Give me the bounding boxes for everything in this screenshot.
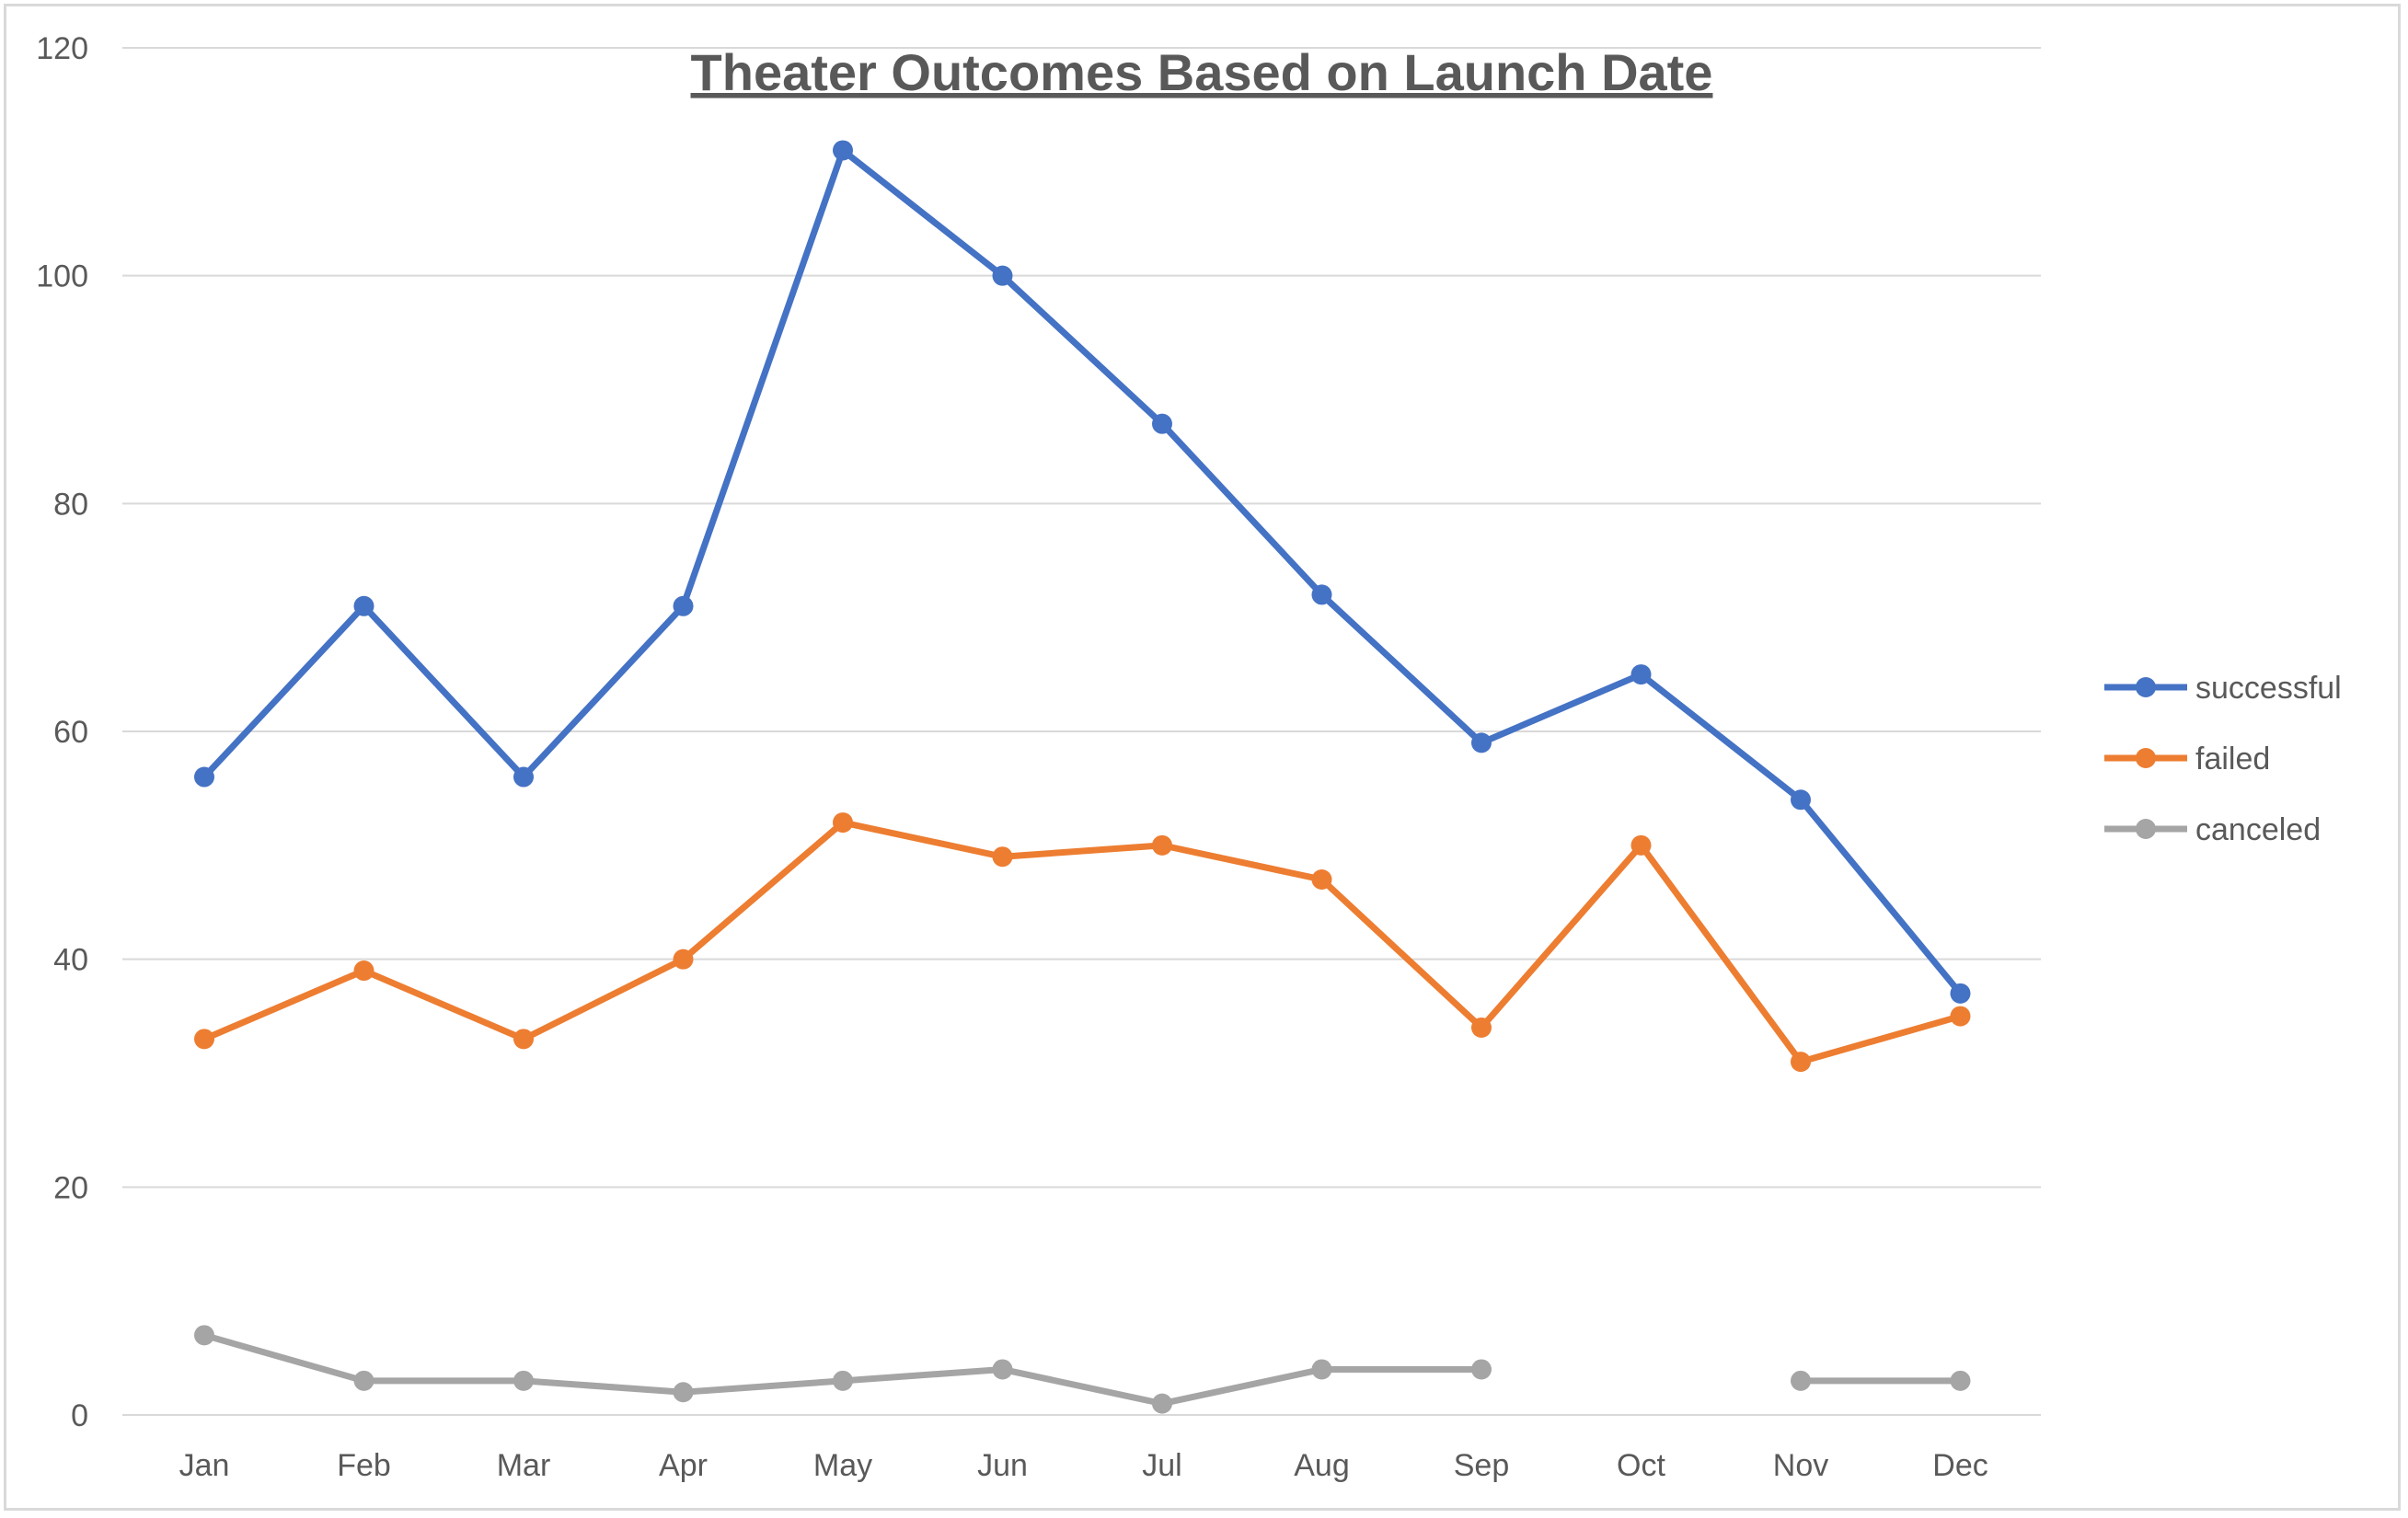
x-tick-label: Jun bbox=[977, 1448, 1028, 1483]
x-tick-label: Nov bbox=[1773, 1448, 1828, 1483]
data-point-successful-dec bbox=[1950, 983, 1971, 1004]
data-point-canceled-sep bbox=[1471, 1359, 1492, 1380]
data-point-canceled-apr bbox=[673, 1382, 694, 1403]
data-point-successful-may bbox=[833, 140, 853, 161]
x-axis-ticks: Jan Feb Mar Apr May Jun Jul Aug Sep Oct Nov Dec bbox=[179, 1448, 1988, 1483]
chart-frame bbox=[4, 4, 2401, 1511]
data-point-canceled-jun bbox=[992, 1359, 1013, 1380]
data-point-canceled-feb bbox=[353, 1370, 374, 1391]
data-point-failed-apr bbox=[673, 949, 694, 970]
series-successful bbox=[194, 140, 1971, 1004]
data-point-failed-mar bbox=[513, 1029, 534, 1050]
y-tick-label: 20 bbox=[53, 1170, 88, 1205]
y-tick-label: 60 bbox=[53, 715, 88, 750]
x-tick-label: Dec bbox=[1932, 1448, 1987, 1483]
x-tick-label: Mar bbox=[497, 1448, 551, 1483]
data-point-successful-aug bbox=[1311, 584, 1332, 605]
data-point-successful-jun bbox=[992, 265, 1013, 286]
legend-item-canceled: canceled bbox=[2104, 812, 2321, 847]
x-tick-label: Sep bbox=[1454, 1448, 1510, 1483]
legend-label: canceled bbox=[2195, 812, 2321, 847]
series-canceled bbox=[194, 1325, 1971, 1414]
chart-title: Theater Outcomes Based on Launch Date bbox=[691, 43, 1713, 101]
x-tick-label: Jan bbox=[179, 1448, 230, 1483]
data-point-failed-dec bbox=[1950, 1006, 1971, 1027]
data-point-failed-aug bbox=[1311, 868, 1332, 890]
data-point-successful-apr bbox=[673, 595, 694, 616]
x-tick-label: Oct bbox=[1617, 1448, 1665, 1483]
legend-item-failed: failed bbox=[2104, 742, 2270, 776]
data-point-failed-feb bbox=[353, 960, 374, 982]
data-point-canceled-nov bbox=[1791, 1370, 1811, 1391]
data-point-canceled-aug bbox=[1311, 1359, 1332, 1380]
x-tick-label: Jul bbox=[1142, 1448, 1181, 1483]
x-tick-label: Feb bbox=[337, 1448, 391, 1483]
data-point-failed-jun bbox=[992, 846, 1013, 868]
y-tick-label: 80 bbox=[53, 487, 88, 522]
series-group bbox=[194, 140, 1971, 1414]
data-point-failed-sep bbox=[1471, 1017, 1492, 1038]
x-tick-label: Aug bbox=[1294, 1448, 1350, 1483]
data-point-successful-jul bbox=[1152, 413, 1172, 434]
series-line-failed bbox=[201, 819, 1964, 1065]
data-point-canceled-jul bbox=[1152, 1393, 1172, 1414]
legend-swatch-marker bbox=[2136, 748, 2156, 768]
legend-label: failed bbox=[2195, 742, 2270, 776]
data-point-successful-nov bbox=[1791, 789, 1811, 811]
data-point-failed-may bbox=[833, 812, 853, 834]
legend-swatch-marker bbox=[2136, 819, 2156, 839]
legend-item-successful: successful bbox=[2104, 671, 2342, 706]
data-point-successful-jan bbox=[194, 766, 214, 788]
series-failed bbox=[194, 812, 1971, 1073]
data-point-successful-feb bbox=[353, 595, 374, 616]
series-line-canceled bbox=[201, 1331, 1485, 1408]
y-tick-label: 40 bbox=[53, 943, 88, 978]
legend-swatch-marker bbox=[2136, 677, 2156, 697]
data-point-canceled-jan bbox=[194, 1325, 214, 1346]
x-tick-label: Apr bbox=[659, 1448, 708, 1483]
legend-label: successful bbox=[2195, 671, 2342, 706]
y-axis-ticks: 0 20 40 60 80 100 120 bbox=[36, 31, 88, 1433]
gridlines bbox=[122, 47, 2041, 1416]
data-point-failed-nov bbox=[1791, 1052, 1811, 1073]
series-line-successful bbox=[201, 146, 1964, 997]
data-point-failed-oct bbox=[1630, 834, 1652, 856]
data-point-successful-mar bbox=[513, 766, 534, 788]
data-point-successful-oct bbox=[1630, 664, 1652, 685]
data-point-canceled-may bbox=[833, 1370, 853, 1391]
data-point-canceled-dec bbox=[1950, 1370, 1971, 1391]
data-point-failed-jul bbox=[1152, 834, 1172, 856]
legend: successful failed canceled bbox=[2104, 671, 2342, 847]
y-tick-label: 0 bbox=[71, 1398, 88, 1433]
data-point-successful-sep bbox=[1471, 732, 1492, 753]
data-point-canceled-mar bbox=[513, 1370, 534, 1391]
x-tick-label: May bbox=[813, 1448, 872, 1483]
y-tick-label: 120 bbox=[36, 31, 88, 66]
data-point-failed-jan bbox=[194, 1029, 214, 1050]
y-tick-label: 100 bbox=[36, 259, 88, 294]
